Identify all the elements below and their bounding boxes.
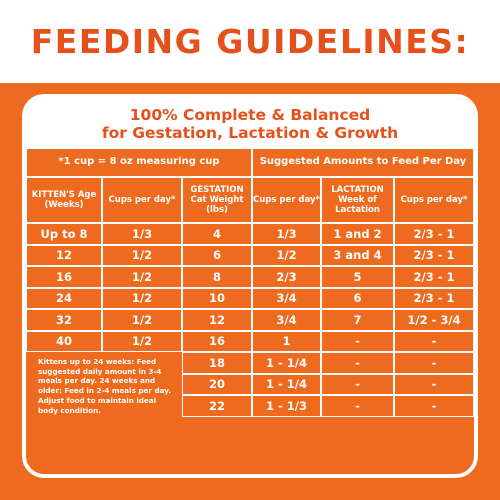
table-cell: 6 — [182, 244, 252, 266]
table-cell: 1 - 1/3 — [252, 395, 321, 417]
table-cell: 3 and 4 — [321, 244, 394, 266]
table-cell: 12 — [182, 309, 252, 331]
table-cell: 20 — [182, 373, 252, 395]
table-cell: 1/2 - 3/4 — [394, 309, 474, 331]
table-cell: 1/2 — [102, 309, 182, 331]
table-cell: 1/2 — [102, 330, 182, 352]
table-cell: 3/4 — [252, 287, 321, 309]
table-cell: - — [321, 395, 394, 417]
table-cell: 1/3 — [252, 223, 321, 245]
table-cell: 1 - 1/4 — [252, 352, 321, 374]
page-title: FEEDING GUIDELINES: — [30, 22, 470, 61]
header-lactation-week: LACTATION Week of Lactation — [321, 177, 394, 223]
table-cell: 1/2 — [102, 266, 182, 288]
table-cell: - — [394, 330, 474, 352]
feeding-footnote: Kittens up to 24 weeks: Feed suggested d… — [38, 357, 171, 415]
table-cell: - — [394, 373, 474, 395]
header-kitten-age: KITTEN'S Age (Weeks) — [26, 177, 102, 223]
table-cell: 16 — [26, 266, 102, 288]
table-cell: 40 — [26, 330, 102, 352]
table-cell: 32 — [26, 309, 102, 331]
table-cell: Up to 8 — [26, 223, 102, 245]
table-cell: 12 — [26, 244, 102, 266]
table-cell: 24 — [26, 287, 102, 309]
table-cell: 18 — [182, 352, 252, 374]
header-gestation-cups: Cups per day* — [252, 177, 321, 223]
card-title-line1: 100% Complete & Balanced — [129, 106, 371, 124]
table-cell: 1/3 — [102, 223, 182, 245]
table-cell: 7 — [321, 309, 394, 331]
card-title-line2: for Gestation, Lactation & Growth — [101, 124, 399, 142]
table-cell: 1 and 2 — [321, 223, 394, 245]
table-cell: 3/4 — [252, 309, 321, 331]
header-kitten-cups: Cups per day* — [102, 177, 182, 223]
table-cell: 6 — [321, 287, 394, 309]
table-cell: 4 — [182, 223, 252, 245]
table-cell: 1 — [252, 330, 321, 352]
table-cell: 2/3 — [252, 266, 321, 288]
feeding-table-card: 100% Complete & Balanced for Gestation, … — [22, 94, 478, 478]
header-gestation-weight: GESTATION Cat Weight (lbs) — [182, 177, 252, 223]
table-cell: 2/3 - 1 — [394, 223, 474, 245]
table-cell: 8 — [182, 266, 252, 288]
table-cell: 2/3 - 1 — [394, 266, 474, 288]
table-cell: 1/2 — [102, 287, 182, 309]
cup-note: *1 cup = 8 oz measuring cup — [26, 148, 252, 177]
table-cell: 22 — [182, 395, 252, 417]
suggested-amounts-header: Suggested Amounts to Feed Per Day — [252, 148, 474, 177]
header-lactation-cups: Cups per day* — [394, 177, 474, 223]
table-cell: 2/3 - 1 — [394, 287, 474, 309]
table-cell: - — [394, 395, 474, 417]
table-cell: - — [321, 373, 394, 395]
table-cell: 5 — [321, 266, 394, 288]
table-cell: - — [321, 352, 394, 374]
table-cell: 1 - 1/4 — [252, 373, 321, 395]
orange-background — [0, 83, 500, 500]
table-cell: 1/2 — [102, 244, 182, 266]
table-cell: 1/2 — [252, 244, 321, 266]
table-cell: 10 — [182, 287, 252, 309]
table-cell: - — [394, 352, 474, 374]
table-cell: 16 — [182, 330, 252, 352]
table-cell: 2/3 - 1 — [394, 244, 474, 266]
table-cell: - — [321, 330, 394, 352]
card-header: 100% Complete & Balanced for Gestation, … — [26, 98, 474, 148]
